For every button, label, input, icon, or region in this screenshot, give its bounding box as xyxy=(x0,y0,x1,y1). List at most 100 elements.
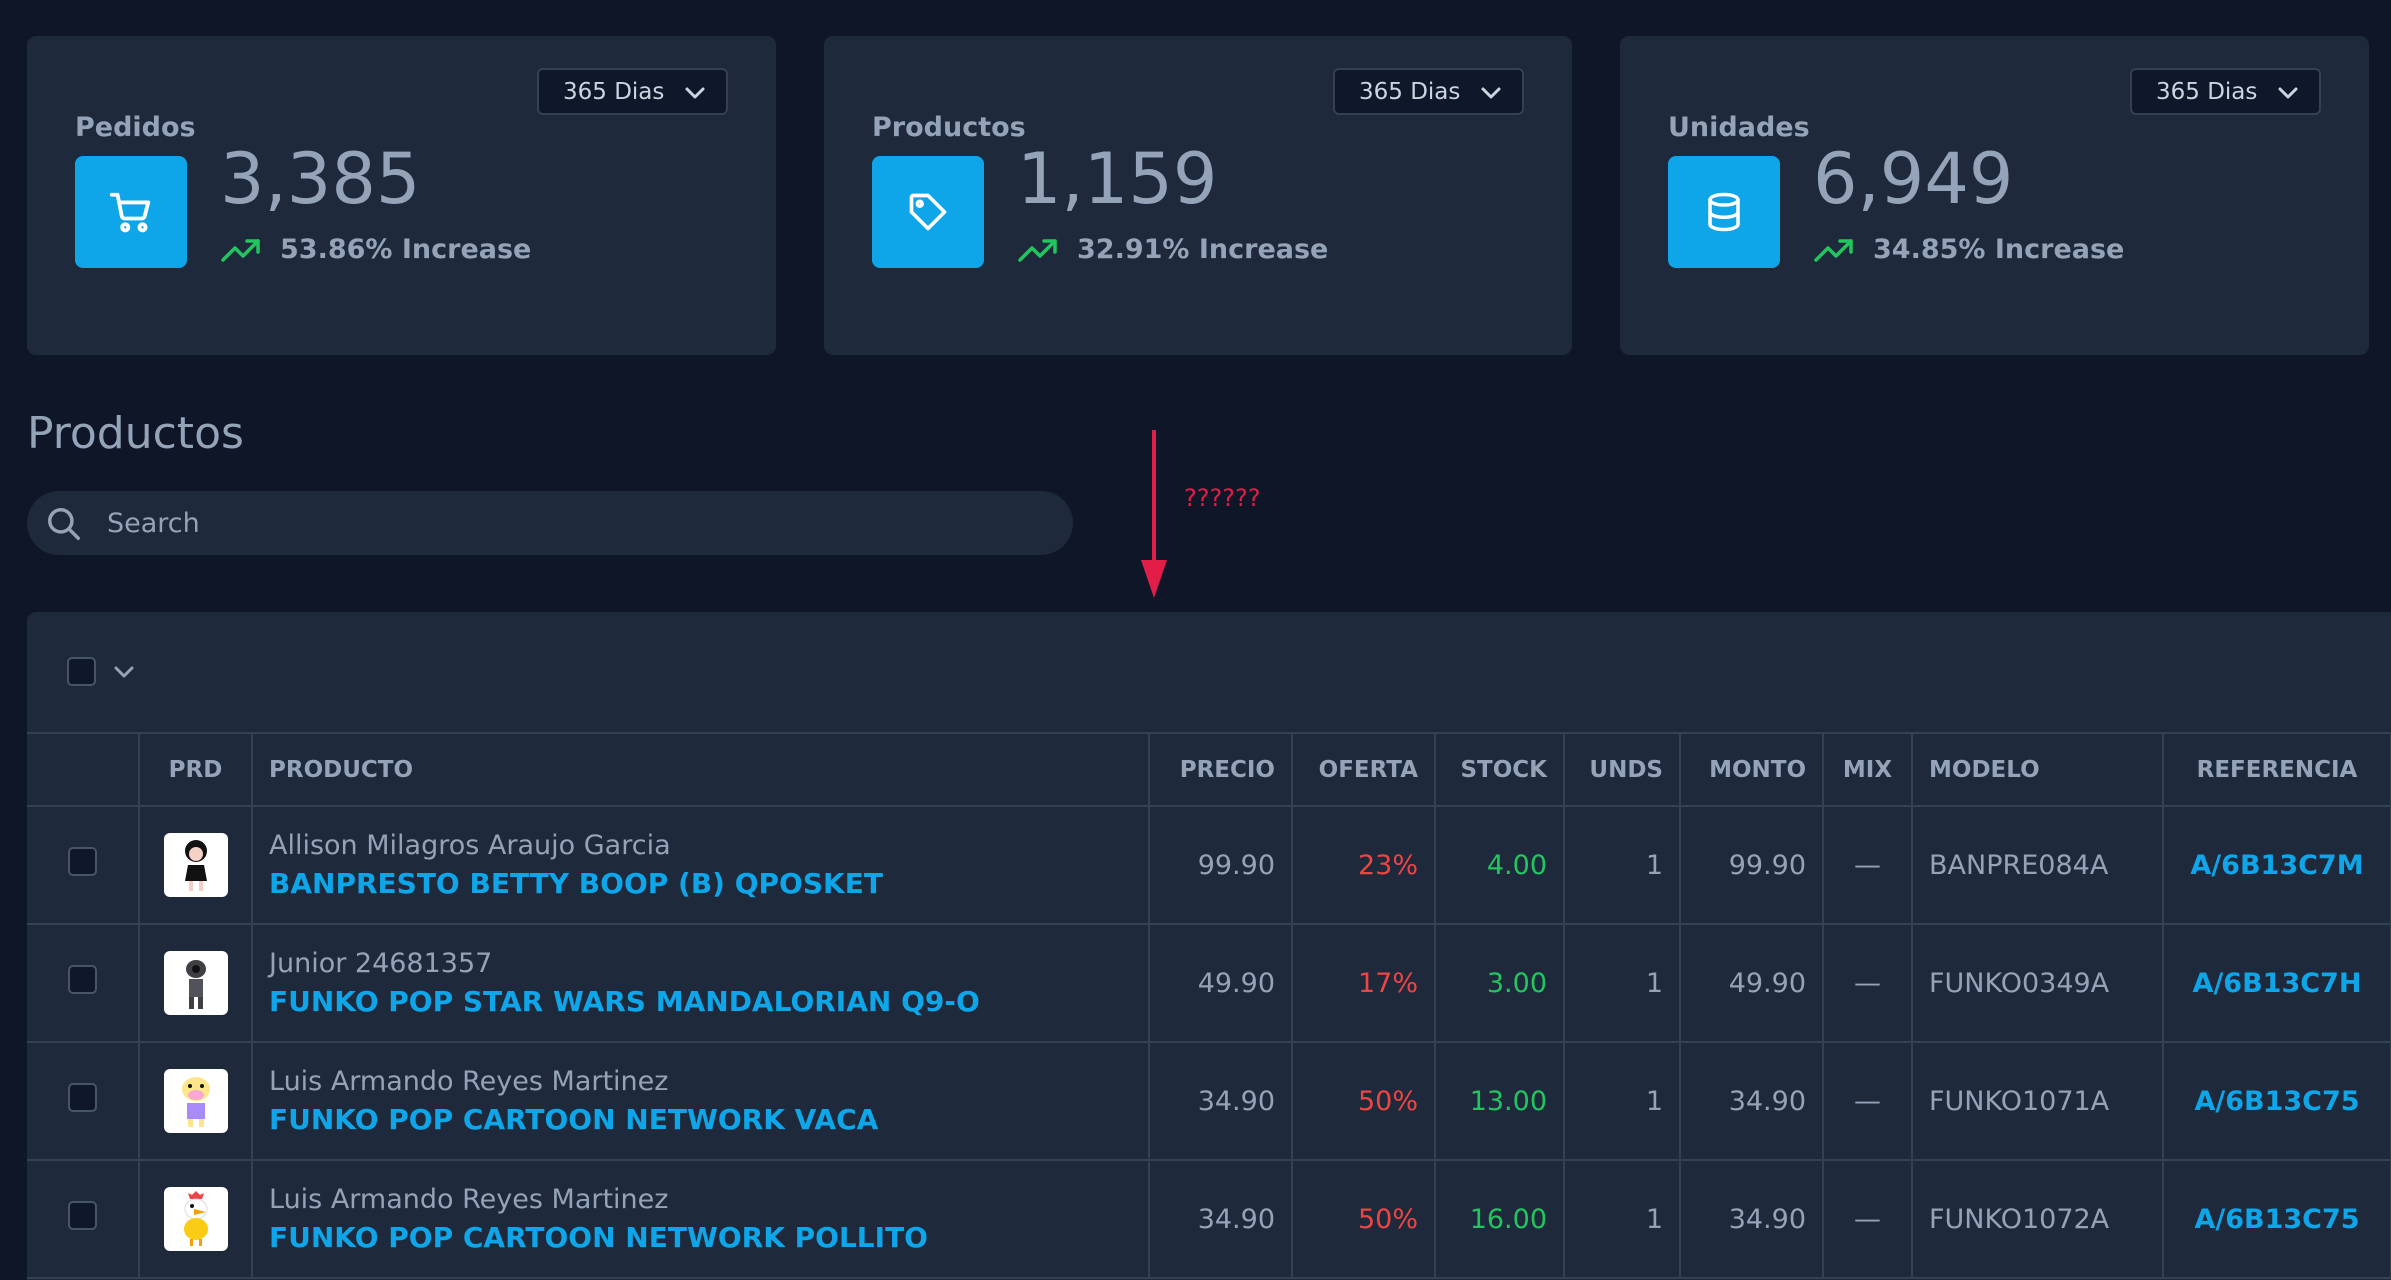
stat-card-pedidos: Pedidos 365 Dias 3,385 53.86% Increase xyxy=(27,36,776,355)
unds-cell: 1 xyxy=(1563,923,1681,1043)
product-cell: Luis Armando Reyes Martinez FUNKO POP CA… xyxy=(251,1159,1150,1279)
product-thumbnail-cell xyxy=(138,923,253,1043)
oferta-cell: 50% xyxy=(1291,1159,1436,1279)
precio-cell: 34.90 xyxy=(1148,1159,1293,1279)
product-thumbnail-cell xyxy=(138,1159,253,1279)
stat-trend: 53.86% Increase xyxy=(220,234,531,265)
monto-cell: 49.90 xyxy=(1679,923,1824,1043)
referencia-link[interactable]: A/6B13C7M xyxy=(2190,849,2364,881)
stock-cell: 13.00 xyxy=(1434,1041,1565,1161)
product-thumbnail[interactable] xyxy=(163,1187,228,1251)
row-checkbox[interactable] xyxy=(68,965,97,994)
customer-name: Allison Milagros Araujo Garcia xyxy=(269,830,671,861)
modelo-cell: FUNKO1072A xyxy=(1911,1159,2164,1279)
precio-cell: 49.90 xyxy=(1148,923,1293,1043)
row-checkbox[interactable] xyxy=(68,847,97,876)
monto-cell: 34.90 xyxy=(1679,1159,1824,1279)
stat-trend-text: 34.85% Increase xyxy=(1873,234,2125,265)
trending-up-icon xyxy=(1814,238,1853,262)
range-select[interactable]: 365 Dias xyxy=(2130,68,2321,115)
tag-icon xyxy=(872,156,984,268)
page-title: Productos xyxy=(27,408,244,459)
shopping-cart-icon xyxy=(75,156,187,268)
figure-thumbnail-icon xyxy=(183,1191,208,1246)
monto-cell: 99.90 xyxy=(1679,805,1824,925)
products-table: PRD PRODUCTO PRECIO OFERTA STOCK UNDS MO… xyxy=(27,732,2391,1279)
product-thumbnail[interactable] xyxy=(163,951,228,1015)
column-header-modelo[interactable]: MODELO xyxy=(1911,732,2164,807)
unds-cell: 1 xyxy=(1563,1041,1681,1161)
customer-name: Junior 24681357 xyxy=(269,948,493,979)
search-icon xyxy=(48,508,80,540)
precio-cell: 34.90 xyxy=(1148,1041,1293,1161)
product-name-link[interactable]: FUNKO POP STAR WARS MANDALORIAN Q9-O xyxy=(269,985,980,1018)
table-row: Junior 24681357 FUNKO POP STAR WARS MAND… xyxy=(27,923,2391,1043)
stock-cell: 3.00 xyxy=(1434,923,1565,1043)
unds-cell: 1 xyxy=(1563,1159,1681,1279)
product-name-link[interactable]: FUNKO POP CARTOON NETWORK VACA xyxy=(269,1103,879,1136)
product-cell: Junior 24681357 FUNKO POP STAR WARS MAND… xyxy=(251,923,1150,1043)
oferta-cell: 17% xyxy=(1291,923,1436,1043)
range-select[interactable]: 365 Dias xyxy=(537,68,728,115)
oferta-cell: 23% xyxy=(1291,805,1436,925)
chevron-down-icon[interactable] xyxy=(113,662,135,682)
chevron-down-icon xyxy=(685,87,705,99)
stat-card-title: Productos xyxy=(872,112,1026,143)
annotation-arrow-icon xyxy=(1141,430,1167,598)
column-header-producto[interactable]: PRODUCTO xyxy=(251,732,1150,807)
trending-up-icon xyxy=(1018,238,1057,262)
range-select-value: 365 Dias xyxy=(563,78,665,105)
chevron-down-icon xyxy=(2278,87,2298,99)
oferta-cell: 50% xyxy=(1291,1041,1436,1161)
range-select[interactable]: 365 Dias xyxy=(1333,68,1524,115)
column-header-prd[interactable]: PRD xyxy=(138,732,253,807)
product-name-link[interactable]: BANPRESTO BETTY BOOP (B) QPOSKET xyxy=(269,867,883,900)
row-checkbox[interactable] xyxy=(68,1201,97,1230)
figure-thumbnail-icon xyxy=(185,960,206,1009)
trending-up-icon xyxy=(221,238,260,262)
mix-cell: — xyxy=(1822,1041,1913,1161)
referencia-link[interactable]: A/6B13C75 xyxy=(2194,1203,2360,1235)
mix-cell: — xyxy=(1822,1159,1913,1279)
referencia-link[interactable]: A/6B13C7H xyxy=(2192,967,2362,999)
customer-name: Luis Armando Reyes Martinez xyxy=(269,1066,669,1097)
mix-cell: — xyxy=(1822,805,1913,925)
referencia-link[interactable]: A/6B13C75 xyxy=(2194,1085,2360,1117)
referencia-cell: A/6B13C75 xyxy=(2162,1159,2391,1279)
column-header-oferta[interactable]: OFERTA xyxy=(1291,732,1436,807)
modelo-cell: FUNKO1071A xyxy=(1911,1041,2164,1161)
stat-value: 6,949 xyxy=(1813,138,2014,220)
table-row: Luis Armando Reyes Martinez FUNKO POP CA… xyxy=(27,1041,2391,1161)
row-select-cell xyxy=(27,1041,140,1161)
figure-thumbnail-icon xyxy=(181,1077,210,1127)
mix-cell: — xyxy=(1822,923,1913,1043)
product-thumbnail[interactable] xyxy=(163,833,228,897)
search-input[interactable] xyxy=(107,499,1047,547)
modelo-cell: FUNKO0349A xyxy=(1911,923,2164,1043)
referencia-cell: A/6B13C7M xyxy=(2162,805,2391,925)
column-header-precio[interactable]: PRECIO xyxy=(1148,732,1293,807)
stat-card-title: Unidades xyxy=(1668,112,1810,143)
row-checkbox[interactable] xyxy=(68,1083,97,1112)
referencia-cell: A/6B13C75 xyxy=(2162,1041,2391,1161)
column-header-mix[interactable]: MIX xyxy=(1822,732,1913,807)
product-name-link[interactable]: FUNKO POP CARTOON NETWORK POLLITO xyxy=(269,1221,928,1254)
column-header-stock[interactable]: STOCK xyxy=(1434,732,1565,807)
column-header-referencia[interactable]: REFERENCIA xyxy=(2162,732,2391,807)
database-icon xyxy=(1668,156,1780,268)
select-all-checkbox[interactable] xyxy=(67,657,96,686)
range-select-value: 365 Dias xyxy=(1359,78,1461,105)
stat-value: 1,159 xyxy=(1017,138,1218,220)
products-table-panel: PRD PRODUCTO PRECIO OFERTA STOCK UNDS MO… xyxy=(27,612,2391,1280)
column-header-monto[interactable]: MONTO xyxy=(1679,732,1824,807)
stat-value: 3,385 xyxy=(220,138,421,220)
stat-trend-text: 32.91% Increase xyxy=(1077,234,1329,265)
column-header-select xyxy=(27,732,140,807)
product-thumbnail-cell xyxy=(138,1041,253,1161)
row-select-cell xyxy=(27,1159,140,1279)
product-cell: Allison Milagros Araujo Garcia BANPRESTO… xyxy=(251,805,1150,925)
column-header-unds[interactable]: UNDS xyxy=(1563,732,1681,807)
figure-thumbnail-icon xyxy=(184,840,207,891)
product-thumbnail[interactable] xyxy=(163,1069,228,1133)
